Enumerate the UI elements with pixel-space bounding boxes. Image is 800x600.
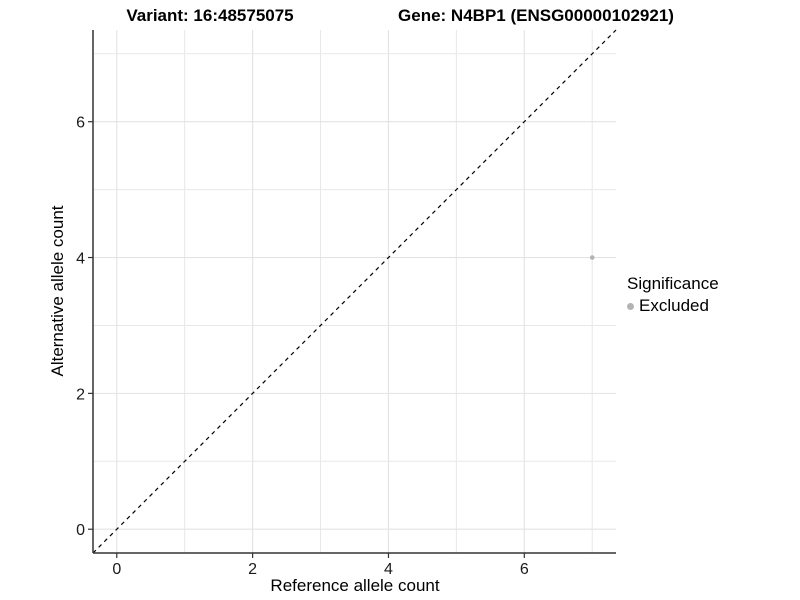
legend-entry-label: Excluded — [639, 296, 709, 315]
x-tick-label: 4 — [384, 561, 393, 578]
identity-dashed-line — [92, 29, 617, 554]
legend-point-icon — [627, 302, 634, 310]
x-tick-label: 2 — [248, 561, 257, 578]
y-tick-label: 2 — [76, 386, 85, 403]
legend: Significance Excluded — [627, 274, 719, 316]
x-tick-label: 0 — [112, 561, 121, 578]
y-tick-label: 0 — [76, 522, 85, 539]
x-tick-label: 6 — [520, 561, 529, 578]
legend-title: Significance — [627, 274, 719, 293]
plot-title-gene: Gene: N4BP1 (ENSG00000102921) — [398, 6, 674, 25]
legend-entry-excluded: Excluded — [627, 296, 719, 316]
y-tick-label: 4 — [76, 251, 85, 268]
y-axis-title: Alternative allele count — [48, 205, 67, 377]
x-axis-title: Reference allele count — [270, 576, 440, 595]
data-point — [589, 255, 595, 260]
plot-title-variant: Variant: 16:48575075 — [126, 6, 294, 25]
y-tick-label: 6 — [76, 115, 85, 132]
